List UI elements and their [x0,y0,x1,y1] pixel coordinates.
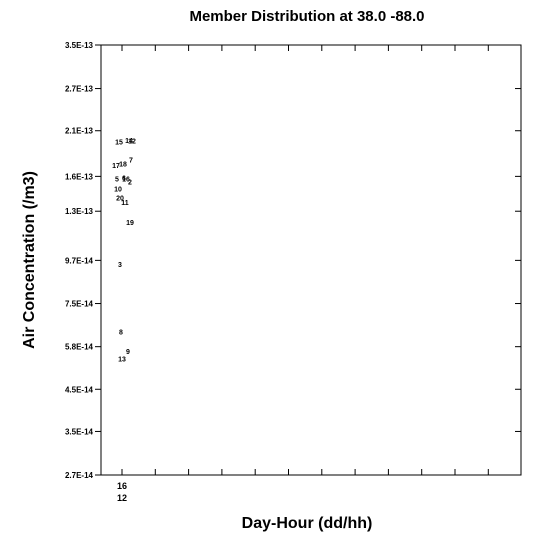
member-point: 6 [122,175,126,182]
x-tick-day: 16 [117,481,127,491]
member-point: 15 [115,139,123,146]
member-point: 9 [126,349,130,356]
member-point: 8 [119,329,123,336]
y-tick-label: 1.6E-13 [65,172,94,181]
chart-title: Member Distribution at 38.0 -88.0 [189,8,424,25]
y-tick-label: 2.7E-13 [65,85,94,94]
member-point: 20 [116,196,124,203]
member-point: 18 [119,161,127,168]
y-tick-label: 9.7E-14 [65,256,94,265]
member-point: 11 [121,200,129,207]
y-tick-label: 3.5E-13 [65,41,94,50]
x-axis-label: Day-Hour (dd/hh) [242,515,373,532]
y-tick-label: 4.5E-14 [65,385,94,394]
member-point: 19 [126,220,134,227]
member-point: 2 [128,180,132,187]
y-tick-label: 1.3E-13 [65,207,94,216]
plot-frame [100,44,522,476]
member-point: 12 [128,139,136,146]
y-tick-label: 3.5E-14 [65,427,94,436]
member-point: 10 [114,186,122,193]
y-tick-label: 2.1E-13 [65,127,94,136]
member-point: 17 [112,163,120,170]
x-tick-hour: 12 [117,493,127,503]
member-point: 14 [125,138,133,145]
member-point: 7 [129,157,133,164]
y-tick-label: 5.8E-14 [65,343,94,352]
member-point: 5 [115,176,119,183]
y-axis: 2.7E-14 3.5E-14 4.5E-14 5.8E-14 7.5E-14 9.7E-… [65,41,521,480]
member-point: 3 [118,262,122,269]
member-point: 16 [122,176,130,183]
y-axis-label: Air Concentration (/m3) [21,171,38,349]
member-point: 13 [118,357,126,364]
y-tick-label: 7.5E-14 [65,300,94,309]
y-tick-label: 2.7E-14 [65,471,94,480]
